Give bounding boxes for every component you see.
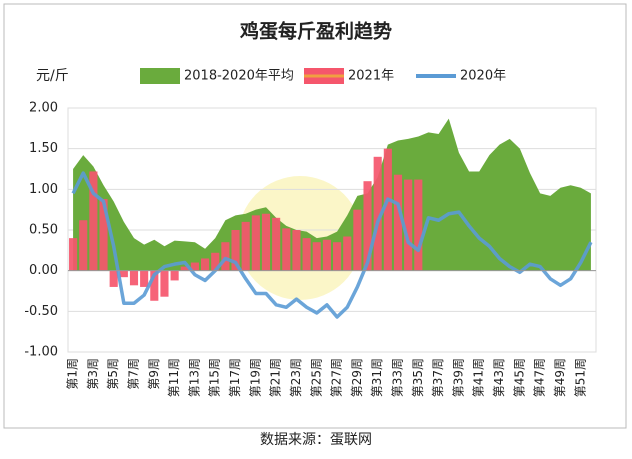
x-tick-label: 第35周 xyxy=(411,358,425,397)
legend-label: 2021年 xyxy=(348,69,394,84)
legend-label: 2018-2020年平均 xyxy=(184,69,294,84)
y-tick-label: 1.00 xyxy=(29,182,58,197)
bar xyxy=(201,258,210,271)
bar xyxy=(302,238,311,271)
x-tick-label: 第49周 xyxy=(553,358,567,397)
bar xyxy=(353,209,362,271)
x-tick-label: 第3周 xyxy=(86,358,100,390)
y-tick-label: 0.00 xyxy=(29,263,58,278)
bar xyxy=(333,242,342,271)
x-tick-label: 第33周 xyxy=(391,358,405,397)
x-tick-label: 第25周 xyxy=(309,358,323,397)
bar xyxy=(251,215,260,271)
bar xyxy=(221,242,230,271)
y-tick-label: 1.50 xyxy=(29,141,58,156)
x-tick-label: 第31周 xyxy=(370,358,384,397)
y-axis-label: 元/斤 xyxy=(36,68,69,84)
x-tick-label: 第45周 xyxy=(512,358,526,397)
x-tick-label: 第17周 xyxy=(228,358,242,397)
bar xyxy=(109,270,118,287)
bar xyxy=(190,262,199,271)
bar xyxy=(414,179,423,271)
bar xyxy=(89,171,98,271)
bar xyxy=(322,239,331,271)
bar xyxy=(261,213,271,271)
bar xyxy=(180,266,189,271)
x-tick-label: 第21周 xyxy=(269,358,283,397)
bar xyxy=(373,156,382,271)
x-tick-label: 第19周 xyxy=(248,358,262,397)
x-tick-label: 第11周 xyxy=(167,358,181,397)
bar xyxy=(79,220,88,271)
x-tick-label: 第27周 xyxy=(330,358,344,397)
area xyxy=(73,118,591,271)
x-tick-label: 第23周 xyxy=(289,358,303,397)
bar xyxy=(312,242,321,271)
x-tick-label: 第29周 xyxy=(350,358,364,397)
chart-title: 鸡蛋每斤盈利趋势 xyxy=(239,20,392,43)
x-tick-label: 第43周 xyxy=(492,358,506,397)
bar xyxy=(140,270,149,287)
x-tick-label: 第51周 xyxy=(573,358,587,397)
bar xyxy=(129,270,139,286)
bar xyxy=(241,221,250,271)
x-tick-label: 第13周 xyxy=(187,358,201,397)
y-tick-label: -0.50 xyxy=(24,304,58,319)
bar xyxy=(404,179,413,271)
x-tick-label: 第37周 xyxy=(431,358,445,397)
x-tick-label: 第7周 xyxy=(127,358,141,390)
bar xyxy=(69,238,78,271)
source-note: 数据来源：蛋联网 xyxy=(260,432,372,448)
y-tick-label: 2.00 xyxy=(29,101,58,116)
legend-label: 2020年 xyxy=(460,69,506,84)
x-tick-label: 第41周 xyxy=(472,358,486,397)
bar xyxy=(393,174,403,271)
x-tick-label: 第1周 xyxy=(66,358,80,390)
x-tick-label: 第47周 xyxy=(533,358,547,397)
bar xyxy=(211,252,220,271)
bar xyxy=(282,228,291,271)
legend: 2018-2020年平均 2021年 2020年 xyxy=(140,68,506,84)
bar xyxy=(292,230,301,271)
bar xyxy=(170,270,179,281)
bar xyxy=(150,270,159,301)
legend-swatch xyxy=(140,68,180,84)
y-tick-label: -1.00 xyxy=(24,345,58,360)
bar xyxy=(363,181,372,271)
bar xyxy=(343,236,352,271)
y-tick-label: 0.50 xyxy=(29,223,58,238)
x-tick-label: 第39周 xyxy=(451,358,465,397)
bar xyxy=(383,148,392,271)
bar xyxy=(119,270,128,278)
bar xyxy=(160,270,169,297)
x-tick-label: 第15周 xyxy=(208,358,222,397)
bar xyxy=(272,217,281,271)
bar xyxy=(231,230,240,271)
x-tick-label: 第5周 xyxy=(106,358,120,390)
bar xyxy=(99,199,108,271)
x-tick-label: 第9周 xyxy=(147,358,161,390)
